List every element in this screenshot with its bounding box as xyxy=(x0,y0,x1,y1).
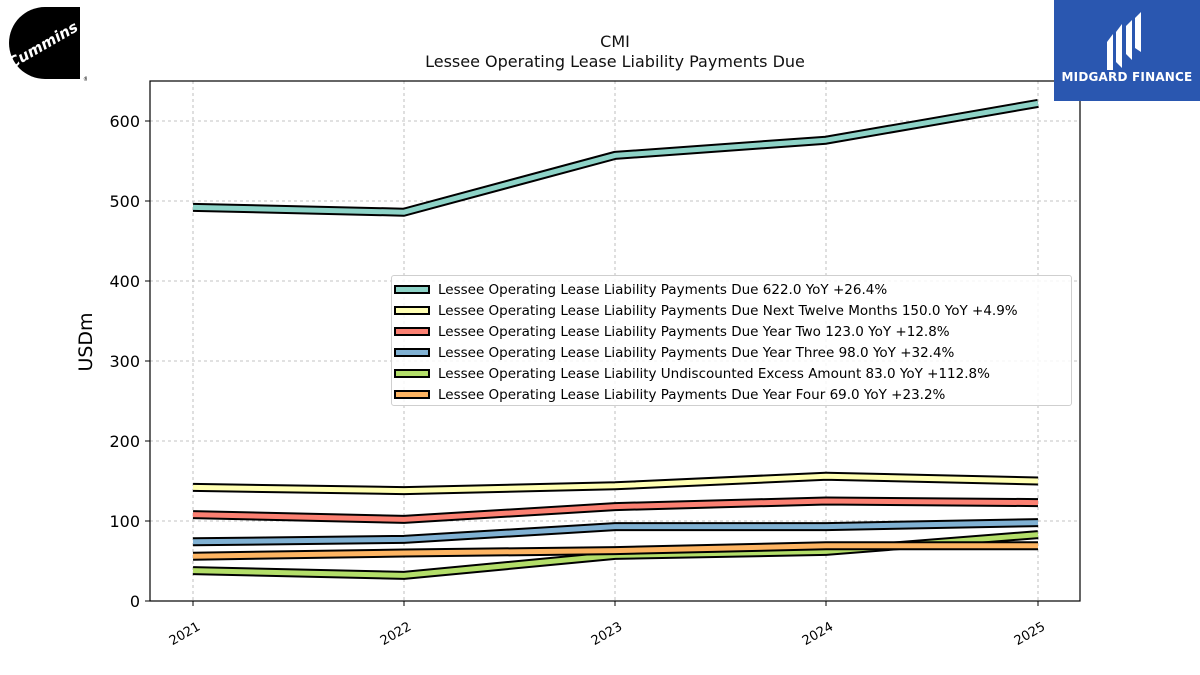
legend-label: Lessee Operating Lease Liability Payment… xyxy=(438,386,826,403)
legend-stats: 150.0 YoY +4.9% xyxy=(897,302,1018,319)
legend-item: Lessee Operating Lease Liability Payment… xyxy=(392,321,1071,342)
y-tick-label: 600 xyxy=(109,112,140,131)
series-6 xyxy=(192,541,1039,561)
legend-item: Lessee Operating Lease Liability Payment… xyxy=(392,384,1071,405)
midgard-logo-text: MIDGARD FINANCE xyxy=(1061,70,1193,84)
legend-label: Lessee Operating Lease Liability Undisco… xyxy=(438,365,862,382)
legend-item: Lessee Operating Lease Liability Payment… xyxy=(392,300,1071,321)
legend-label: Lessee Operating Lease Liability Payment… xyxy=(438,281,759,298)
legend-stats: 123.0 YoY +12.8% xyxy=(820,323,950,340)
y-axis-ticks: 0 100 200 300 400 500 600 xyxy=(109,112,150,611)
series-line xyxy=(192,520,1039,545)
legend-stats: 98.0 YoY +32.4% xyxy=(834,344,955,361)
legend-item: Lessee Operating Lease Liability Undisco… xyxy=(392,363,1071,384)
legend-stats: 622.0 YoY +26.4% xyxy=(758,281,888,298)
series-lines xyxy=(192,98,1039,580)
midgard-finance-logo: MIDGARD FINANCE xyxy=(1054,0,1200,101)
x-tick-label: 2025 xyxy=(1012,619,1048,649)
svg-text:®: ® xyxy=(83,76,87,83)
legend-label: Lessee Operating Lease Liability Payment… xyxy=(438,344,835,361)
legend-label: Lessee Operating Lease Liability Payment… xyxy=(438,323,821,340)
y-tick-label: 500 xyxy=(109,192,140,211)
legend-item: Lessee Operating Lease Liability Payment… xyxy=(392,279,1071,300)
chart-title-ticker: CMI xyxy=(600,32,630,51)
chart-title-main: Lessee Operating Lease Liability Payment… xyxy=(425,52,805,71)
x-tick-label: 2021 xyxy=(167,619,203,649)
series-2 xyxy=(192,471,1039,496)
y-tick-label: 100 xyxy=(109,512,140,531)
legend-swatch xyxy=(394,369,430,378)
legend-swatch xyxy=(394,348,430,357)
x-tick-label: 2023 xyxy=(589,619,625,649)
y-tick-label: 300 xyxy=(109,352,140,371)
series-4 xyxy=(192,518,1039,547)
midgard-mark-icon xyxy=(1107,12,1141,70)
legend: Lessee Operating Lease Liability Payment… xyxy=(391,275,1072,406)
legend-item: Lessee Operating Lease Liability Payment… xyxy=(392,342,1071,363)
y-tick-label: 0 xyxy=(130,592,140,611)
legend-label: Lessee Operating Lease Liability Payment… xyxy=(438,302,898,319)
legend-swatch xyxy=(394,327,430,336)
y-tick-label: 200 xyxy=(109,432,140,451)
legend-swatch xyxy=(394,285,430,294)
legend-swatch xyxy=(394,390,430,399)
series-1 xyxy=(192,98,1039,217)
y-tick-label: 400 xyxy=(109,272,140,291)
legend-stats: 69.0 YoY +23.2% xyxy=(825,386,946,403)
x-tick-label: 2022 xyxy=(378,619,414,649)
legend-swatch xyxy=(394,306,430,315)
chart-title: CMI Lessee Operating Lease Liability Pay… xyxy=(150,32,1080,72)
y-axis-label: USDm xyxy=(75,312,97,371)
x-tick-label: 2024 xyxy=(800,619,836,649)
series-line xyxy=(192,100,1039,215)
cummins-logo: Cummins ® xyxy=(5,5,89,85)
series-3 xyxy=(192,496,1039,524)
legend-stats: 83.0 YoY +112.8% xyxy=(861,365,990,382)
x-axis-ticks: 2021 2022 2023 2024 2025 xyxy=(167,601,1048,649)
